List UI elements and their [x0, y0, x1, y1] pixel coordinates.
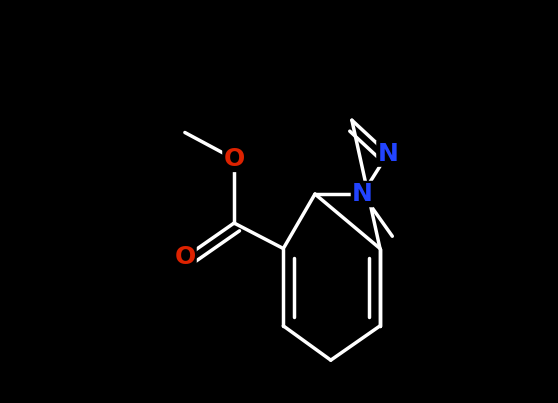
Text: N: N — [377, 141, 398, 166]
Text: N: N — [352, 182, 373, 206]
Text: O: O — [174, 245, 195, 269]
Text: O: O — [223, 147, 245, 171]
